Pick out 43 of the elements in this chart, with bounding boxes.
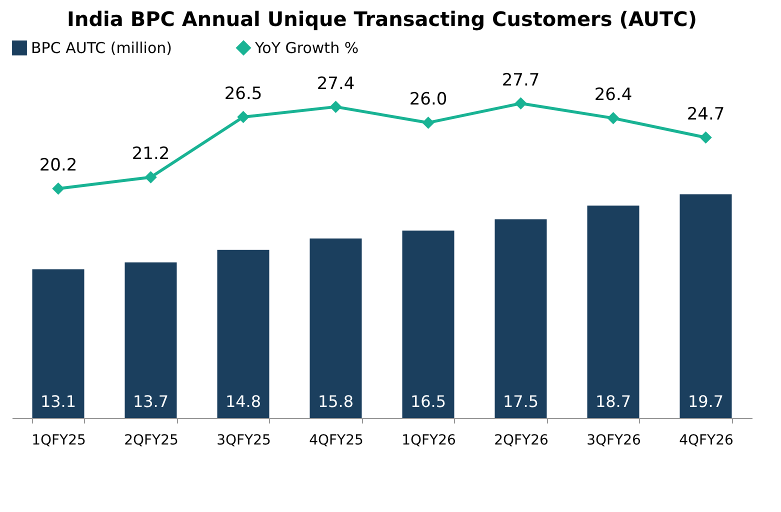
data-label: 17.5 <box>502 392 539 411</box>
data-label: 26.0 <box>409 90 448 110</box>
bar <box>32 269 84 418</box>
data-label: 16.5 <box>410 392 446 411</box>
bar <box>124 262 177 418</box>
x-tick-label: 2QFY25 <box>124 432 178 448</box>
bar <box>680 194 732 418</box>
data-label: 27.4 <box>316 74 355 94</box>
point <box>607 112 620 124</box>
x-tick-label: 3QFY26 <box>586 432 642 448</box>
x-tick-label: 3QFY25 <box>216 432 271 448</box>
x-tick-label: 2QFY26 <box>494 432 549 448</box>
x-tick-label: 4QFY26 <box>679 432 734 448</box>
data-label: 27.7 <box>502 70 540 90</box>
point <box>514 97 527 110</box>
data-label: 15.8 <box>318 392 354 411</box>
bar <box>402 230 454 418</box>
data-label: 24.7 <box>686 104 725 124</box>
data-label: 26.4 <box>594 85 632 106</box>
point <box>237 110 250 124</box>
point <box>52 182 64 195</box>
bar <box>494 219 547 418</box>
data-label: 13.1 <box>40 392 76 411</box>
x-tick-label: 1QFY25 <box>32 432 86 448</box>
data-label: 14.8 <box>225 392 262 411</box>
point <box>422 116 434 129</box>
data-label: 21.2 <box>132 144 170 164</box>
chart-title: India BPC Annual Unique Transacting Customers (AUTC) <box>67 7 697 31</box>
data-label: 20.2 <box>39 156 78 176</box>
x-tick-label: 4QFY25 <box>309 432 364 448</box>
data-label: 26.5 <box>224 84 262 104</box>
data-label: 19.7 <box>688 392 724 411</box>
bar <box>587 206 640 418</box>
legend-label: YoY Growth % <box>254 38 359 57</box>
x-tick-label: 1QFY26 <box>402 432 456 448</box>
bar <box>310 238 362 418</box>
legend-label: BPC AUTC (million) <box>31 38 172 57</box>
bar <box>217 250 270 418</box>
point <box>330 100 342 113</box>
point <box>144 171 157 184</box>
data-label: 13.7 <box>132 392 169 411</box>
data-label: 18.7 <box>595 392 632 411</box>
point <box>700 131 712 144</box>
